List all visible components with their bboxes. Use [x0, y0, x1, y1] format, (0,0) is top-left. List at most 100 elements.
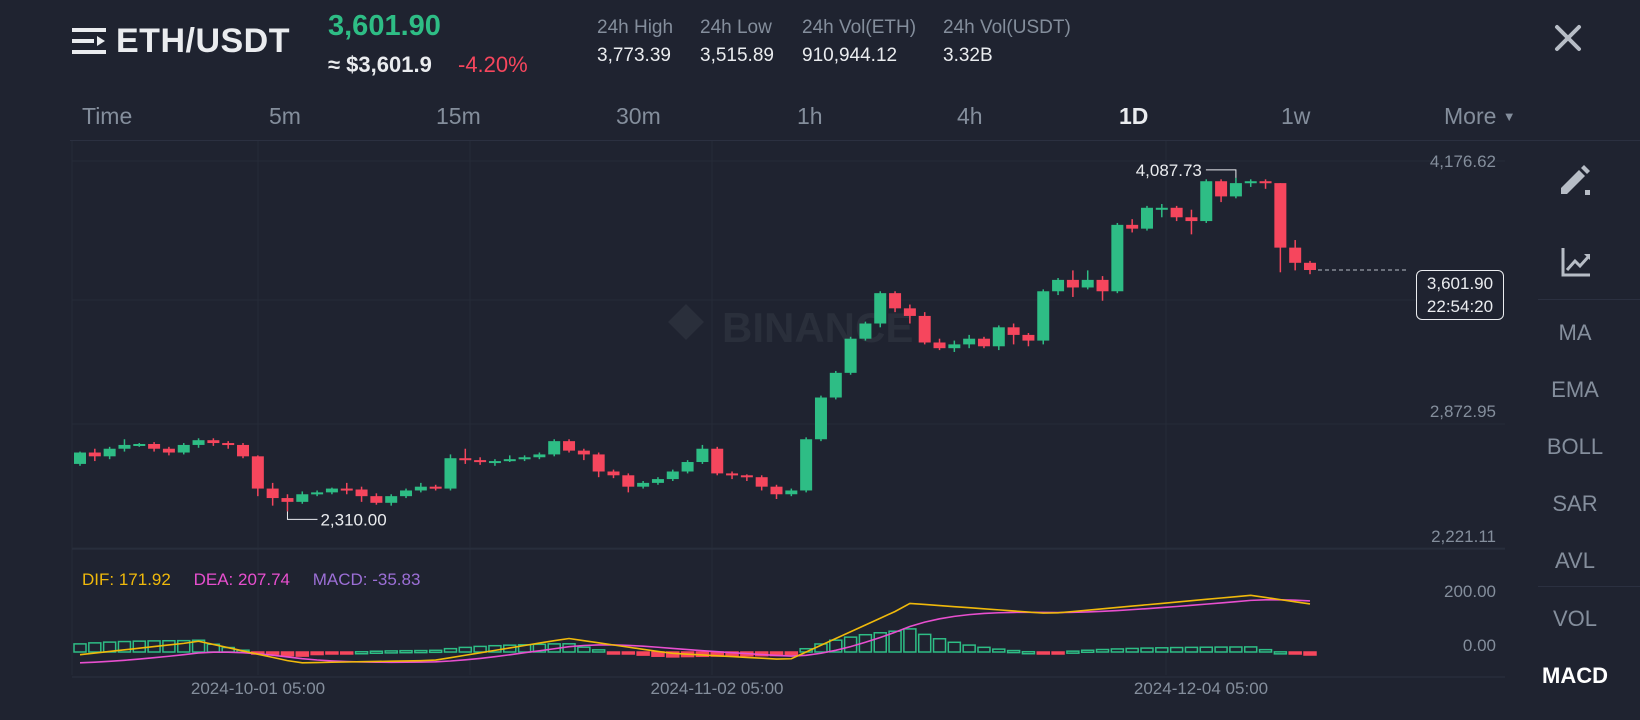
indicator-ma[interactable]: MA [1558, 320, 1592, 345]
candle-body [1185, 217, 1198, 222]
candle-body [1244, 181, 1257, 184]
stat-value-24h-vol-usdt: 3.32B [943, 45, 993, 66]
candle-body [177, 444, 190, 453]
tab-1d[interactable]: 1D [1119, 103, 1149, 129]
macd-histogram-bar [1095, 648, 1110, 653]
indicator-ema[interactable]: EMA [1551, 377, 1599, 402]
date-axis-label: 2024-12-04 05:00 [1134, 679, 1268, 698]
candle-body [1111, 224, 1124, 292]
indicator-vol[interactable]: VOL [1552, 606, 1598, 631]
min-marker-line [286, 511, 318, 520]
max-marker-line [1205, 169, 1237, 178]
macd-legend: DIF: 171.92 DEA: 207.74 MACD: -35.83 [82, 570, 420, 590]
candle-body [103, 448, 116, 457]
macd-histogram-bar [621, 651, 636, 655]
macd-histogram-bar [1110, 648, 1125, 653]
candle-body [548, 441, 561, 455]
macd-histogram-bar [280, 651, 295, 657]
candle-body [325, 488, 338, 493]
macd-histogram-bar [1273, 651, 1288, 655]
tab-1w[interactable]: 1w [1281, 103, 1311, 129]
candle-body [1304, 262, 1316, 271]
tab-15m[interactable]: 15m [436, 103, 481, 129]
macd-histogram-bar [903, 628, 917, 653]
candle-body [711, 448, 724, 474]
macd-histogram-bar [1258, 648, 1273, 653]
tab-1h[interactable]: 1h [797, 103, 823, 129]
macd-histogram-bar [339, 651, 354, 655]
tab-4h[interactable]: 4h [957, 103, 983, 129]
menu-icon[interactable] [72, 26, 106, 56]
draw-pen-icon[interactable] [1555, 160, 1595, 200]
tab-time[interactable]: Time [82, 103, 133, 129]
indicator-sar[interactable]: SAR [1552, 491, 1598, 516]
tab-more[interactable]: More ▼ [1444, 103, 1516, 130]
stat-value-24h-low: 3,515.89 [700, 45, 774, 66]
candle-body [340, 488, 353, 491]
indicator-avl[interactable]: AVL [1555, 548, 1595, 573]
close-icon[interactable] [1552, 22, 1584, 54]
candle-body [1229, 183, 1242, 197]
candle-body [1081, 279, 1094, 288]
macd-histogram-bar [162, 639, 176, 653]
price-markers: 4,087.73 2,310.00 [286, 161, 1408, 529]
candle-body [948, 344, 961, 349]
candle-body [592, 454, 605, 472]
tab-30m[interactable]: 30m [616, 103, 661, 129]
chart-settings-icon[interactable] [1558, 244, 1594, 280]
macd-histogram-bar [1080, 649, 1095, 653]
candle-body [414, 486, 427, 491]
indicator-boll[interactable]: BOLL [1546, 434, 1604, 459]
indicator-macd[interactable]: MACD [1542, 663, 1608, 688]
candle-body [266, 488, 279, 499]
macd-histogram-bar [932, 638, 947, 653]
stat-label-24h-vol-usdt: 24h Vol(USDT) [943, 17, 1071, 38]
tab-5m[interactable]: 5m [269, 103, 301, 129]
candle-body [429, 486, 442, 489]
macd-histogram-bar [265, 651, 280, 655]
candle-body [488, 461, 501, 464]
candle-body [577, 450, 590, 455]
macd-histogram-bar [176, 639, 191, 653]
macd-histogram-bar [1066, 650, 1080, 654]
candle-body [444, 458, 457, 489]
macd-histogram-bar [1125, 647, 1139, 653]
macd-histogram-bar [117, 640, 132, 653]
candle-body [1140, 207, 1153, 229]
candle-body [918, 315, 931, 343]
candle-body [755, 477, 768, 487]
macd-histogram-bar [977, 646, 991, 653]
date-axis: 2024-10-01 05:00 2024-11-02 05:00 2024-12-… [191, 679, 1268, 698]
candle-countdown: 22:54:20 [1426, 297, 1494, 316]
candle-body [814, 397, 827, 440]
candle-body [859, 323, 872, 339]
approx-usd-price: ≈ $3,601.9 [328, 52, 432, 77]
change-percent: -4.20% [458, 52, 528, 77]
macd-histogram-bar [1243, 646, 1258, 653]
stat-label-24h-high: 24h High [597, 17, 674, 38]
candle-body [992, 327, 1005, 347]
macd-histogram-bar [917, 633, 932, 653]
candle-body [237, 444, 250, 457]
stat-value-24h-vol-eth: 910,944.12 [802, 45, 898, 66]
date-axis-label: 2024-10-01 05:00 [191, 679, 325, 698]
pair-title[interactable]: ETH/USDT [116, 22, 290, 60]
candle-body [874, 293, 887, 324]
macd-histogram-bar [310, 651, 324, 656]
macd-histogram-bar [414, 649, 428, 654]
candle-body [607, 471, 620, 476]
candle-body [1096, 279, 1109, 292]
candle-body [118, 444, 131, 449]
candle-body [977, 338, 990, 347]
macd-histogram-bar [369, 650, 384, 654]
candle-body [222, 443, 235, 446]
candle-body [1037, 291, 1050, 341]
candle-body [800, 439, 813, 491]
candle-body [385, 496, 398, 503]
candle-body [651, 479, 664, 483]
macd-histogram-bar [962, 644, 976, 653]
candle-body [281, 498, 294, 502]
macd-histogram-bar [191, 639, 206, 653]
candle-body [503, 459, 516, 462]
